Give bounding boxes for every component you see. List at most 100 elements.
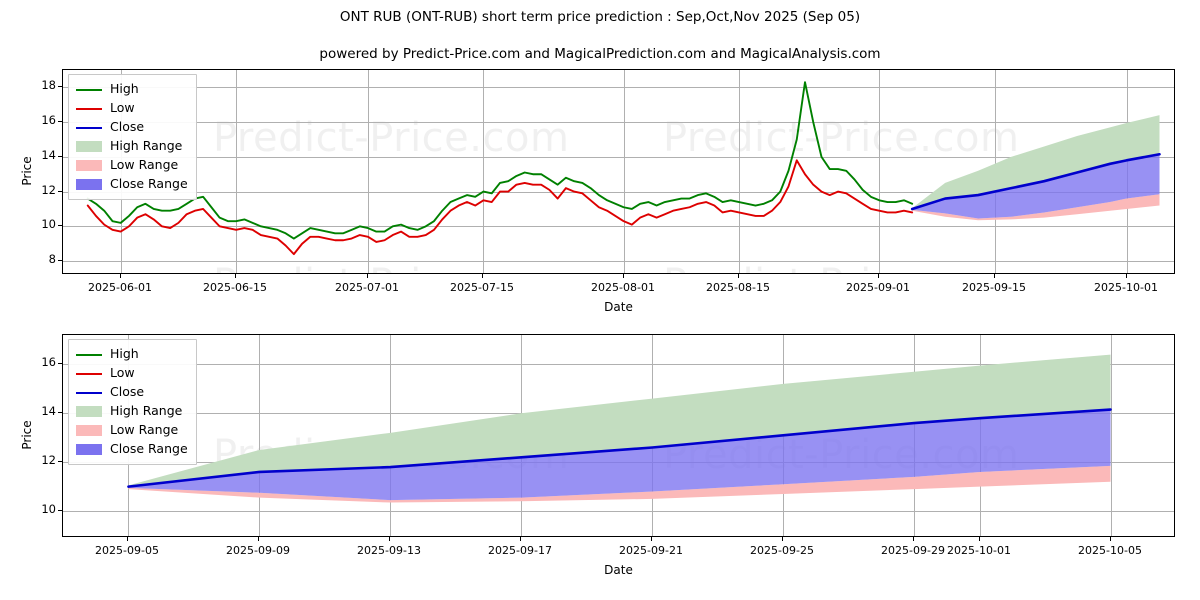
legend-swatch-low-range-icon — [76, 160, 102, 171]
y-tickmark — [58, 121, 62, 122]
legend-item: Close — [76, 383, 188, 402]
legend-label: Low — [110, 100, 135, 116]
legend-item: Low Range — [76, 156, 188, 175]
y-tick-label: 12 — [41, 183, 56, 197]
y-tick-label: 14 — [41, 148, 56, 162]
legend-swatch-close-range-icon — [76, 179, 102, 190]
legend-item: Close Range — [76, 175, 188, 194]
x-tickmark — [994, 274, 995, 278]
page-title: ONT RUB (ONT-RUB) short term price predi… — [339, 9, 861, 25]
gridline-vertical — [483, 70, 484, 273]
series-layer — [86, 81, 1161, 256]
legend-label: Close Range — [110, 441, 188, 457]
x-tickmark — [623, 274, 624, 278]
legend-item: Close — [76, 118, 188, 137]
bottom-x-axis-title: Date — [604, 563, 633, 577]
x-tickmark — [482, 274, 483, 278]
gridline-horizontal — [63, 261, 1174, 262]
x-tick-label: 2025-08-15 — [706, 281, 770, 294]
gridline-vertical — [624, 70, 625, 273]
x-tick-label: 2025-09-09 — [226, 544, 290, 557]
legend-swatch-low-icon — [76, 368, 102, 380]
low-range-band — [128, 465, 1111, 503]
x-tickmark — [651, 537, 652, 541]
gridline-horizontal — [63, 226, 1174, 227]
y-tick-label: 14 — [41, 404, 56, 418]
gridline-vertical — [259, 335, 260, 536]
legend-swatch-low-icon — [76, 103, 102, 115]
legend-swatch-close-icon — [76, 387, 102, 399]
y-tick-label: 10 — [41, 217, 56, 231]
x-tickmark — [258, 537, 259, 541]
close-range-band — [912, 154, 1160, 219]
y-tick-label: 18 — [41, 78, 56, 92]
x-tick-label: 2025-09-05 — [95, 544, 159, 557]
x-tickmark — [235, 274, 236, 278]
legend-swatch-high-range-icon — [76, 406, 102, 417]
close-line — [910, 152, 1161, 211]
x-tickmark — [1110, 537, 1111, 541]
y-tickmark — [58, 156, 62, 157]
y-tick-label: 8 — [48, 252, 56, 266]
page-subtitle: powered by Predict-Price.com and Magical… — [319, 46, 881, 62]
legend-swatch-high-range-icon — [76, 141, 102, 152]
legend-label: Low — [110, 365, 135, 381]
top-legend: High Low Close High Range Low Range Close Ran… — [68, 74, 197, 200]
legend-item: High — [76, 345, 188, 364]
y-tick-label: 10 — [41, 502, 56, 516]
legend-label: Close Range — [110, 176, 188, 192]
legend-item: High — [76, 80, 188, 99]
series-layer — [127, 354, 1112, 503]
gridline-horizontal — [63, 364, 1174, 365]
x-tick-label: 2025-08-01 — [591, 281, 655, 294]
y-tickmark — [58, 510, 62, 511]
x-tick-label: 2025-06-15 — [203, 281, 267, 294]
gridline-vertical — [1111, 335, 1112, 536]
x-tickmark — [979, 537, 980, 541]
x-tick-label: 2025-09-17 — [488, 544, 552, 557]
x-tickmark — [520, 537, 521, 541]
gridline-horizontal — [63, 511, 1174, 512]
legend-label: Low Range — [110, 157, 179, 173]
x-tickmark — [878, 274, 879, 278]
legend-item: Low Range — [76, 421, 188, 440]
high-line — [86, 81, 914, 240]
legend-item: High Range — [76, 137, 188, 156]
x-tick-label: 2025-10-05 — [1078, 544, 1142, 557]
close-line — [127, 408, 1112, 488]
legend-swatch-close-icon — [76, 122, 102, 134]
x-tick-label: 2025-09-01 — [846, 281, 910, 294]
y-tickmark — [58, 225, 62, 226]
x-tickmark — [1126, 274, 1127, 278]
legend-swatch-close-range-icon — [76, 444, 102, 455]
x-tickmark — [913, 537, 914, 541]
legend-item: Low — [76, 99, 188, 118]
gridline-horizontal — [63, 87, 1174, 88]
y-tickmark — [58, 412, 62, 413]
legend-label: High Range — [110, 138, 183, 154]
x-tickmark — [738, 274, 739, 278]
high-range-band — [912, 115, 1160, 209]
y-tick-label: 12 — [41, 453, 56, 467]
bottom-legend: High Low Close High Range Low Range Close Ran… — [68, 339, 197, 465]
x-tick-label: 2025-09-29 — [881, 544, 945, 557]
y-tickmark — [58, 363, 62, 364]
y-tickmark — [58, 86, 62, 87]
y-tick-label: 16 — [41, 355, 56, 369]
close-range-band — [128, 409, 1111, 501]
legend-label: Close — [110, 384, 145, 400]
legend-label: High — [110, 81, 139, 97]
x-tick-label: 2025-10-01 — [947, 544, 1011, 557]
legend-label: Low Range — [110, 422, 179, 438]
x-tickmark — [120, 274, 121, 278]
gridline-horizontal — [63, 122, 1174, 123]
x-tickmark — [782, 537, 783, 541]
legend-swatch-low-range-icon — [76, 425, 102, 436]
y-tick-label: 16 — [41, 113, 56, 127]
x-tick-label: 2025-09-25 — [750, 544, 814, 557]
gridline-vertical — [368, 70, 369, 273]
x-tickmark — [389, 537, 390, 541]
gridline-horizontal — [63, 157, 1174, 158]
